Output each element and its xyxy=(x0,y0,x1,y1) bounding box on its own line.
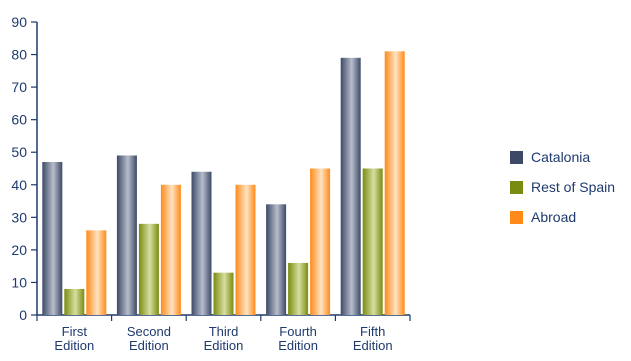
legend-item-catalonia: Catalonia xyxy=(510,142,615,172)
y-tick-label-60: 60 xyxy=(11,112,27,128)
legend-swatch-abroad xyxy=(510,210,523,224)
legend-item-rest-of-spain: Rest of Spain xyxy=(510,172,615,202)
x-tick-label-2-line-2: Edition xyxy=(129,338,169,353)
bar-rest-of-spain-1 xyxy=(64,288,85,315)
x-tick-label-1-line-1: First xyxy=(62,324,88,339)
bar-rest-of-spain-3 xyxy=(213,272,234,315)
x-tick-label-5-line-1: Fifth xyxy=(360,324,385,339)
x-tick-label-4-line-2: Edition xyxy=(278,338,318,353)
bar-catalonia-5 xyxy=(340,57,361,316)
bar-abroad-4 xyxy=(310,168,331,315)
y-tick-label-90: 90 xyxy=(11,14,27,30)
bar-catalonia-4 xyxy=(266,204,287,315)
legend-label-abroad: Abroad xyxy=(531,209,577,225)
legend-swatch-rest-of-spain xyxy=(510,180,523,194)
y-tick-label-30: 30 xyxy=(11,209,27,225)
bar-catalonia-3 xyxy=(191,171,212,315)
x-tick-label-4-line-1: Fourth xyxy=(279,324,317,339)
bars xyxy=(42,51,405,316)
bar-abroad-2 xyxy=(160,184,181,315)
y-tick-label-40: 40 xyxy=(11,177,27,193)
legend: Catalonia Rest of Spain Abroad xyxy=(510,142,615,232)
bar-rest-of-spain-2 xyxy=(138,223,159,315)
y-tick-label-10: 10 xyxy=(11,274,27,290)
bar-abroad-1 xyxy=(86,230,107,315)
bar-rest-of-spain-4 xyxy=(288,262,309,315)
bar-catalonia-2 xyxy=(116,155,137,315)
bar-catalonia-1 xyxy=(42,161,63,315)
legend-label-rest-of-spain: Rest of Spain xyxy=(531,179,616,195)
bar-abroad-5 xyxy=(384,51,405,316)
y-tick-label-50: 50 xyxy=(11,144,27,160)
x-tick-label-3-line-2: Edition xyxy=(204,338,244,353)
y-tick-label-20: 20 xyxy=(11,242,27,258)
bar-abroad-3 xyxy=(235,184,256,315)
bar-rest-of-spain-5 xyxy=(362,168,383,315)
tick-labels: 0102030405060708090FirstEditionSecondEdi… xyxy=(11,14,392,353)
y-tick-label-80: 80 xyxy=(11,47,27,63)
y-tick-label-70: 70 xyxy=(11,79,27,95)
legend-label-catalonia: Catalonia xyxy=(531,149,591,165)
x-tick-label-1-line-2: Edition xyxy=(54,338,94,353)
legend-item-abroad: Abroad xyxy=(510,202,615,232)
x-tick-label-3-line-1: Third xyxy=(209,324,239,339)
x-tick-label-5-line-2: Edition xyxy=(353,338,393,353)
x-tick-label-2-line-1: Second xyxy=(127,324,171,339)
y-tick-label-0: 0 xyxy=(19,307,27,323)
legend-swatch-catalonia xyxy=(510,150,523,164)
